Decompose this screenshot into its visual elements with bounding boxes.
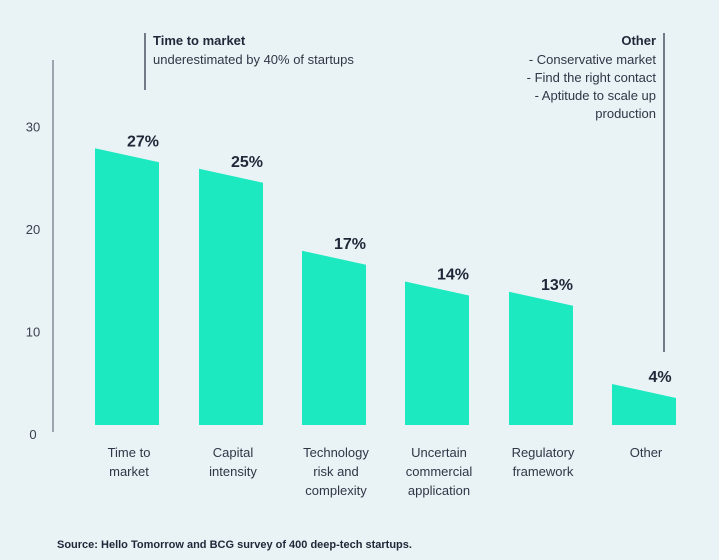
- annotation-text: - Conservative market: [529, 52, 657, 67]
- bar: [509, 291, 573, 425]
- x-tick-label: Uncertain: [411, 445, 467, 460]
- annotation-text: underestimated by 40% of startups: [153, 52, 354, 67]
- bar: [405, 281, 469, 425]
- bar: [612, 384, 676, 425]
- x-tick-label: risk and: [313, 464, 359, 479]
- annotation-title-time-to-market: Time to market: [153, 33, 246, 48]
- bar: [95, 148, 159, 425]
- y-tick-label: 30: [26, 120, 40, 135]
- data-label: 17%: [334, 236, 366, 253]
- x-tick-label: intensity: [209, 464, 257, 479]
- x-tick-label: Other: [630, 445, 663, 460]
- x-tick-label: market: [109, 464, 149, 479]
- y-tick-label: 20: [26, 222, 40, 237]
- data-label: 13%: [541, 277, 573, 294]
- y-tick-label: 0: [29, 427, 36, 442]
- data-label: 27%: [127, 133, 159, 150]
- annotation-title-other: Other: [621, 33, 656, 48]
- annotation-text: - Aptitude to scale up: [535, 88, 656, 103]
- x-tick-label: Capital: [213, 445, 254, 460]
- bar: [302, 250, 366, 425]
- x-tick-label: application: [408, 483, 470, 498]
- bar: [199, 168, 263, 425]
- data-label: 25%: [231, 154, 263, 171]
- annotation-text: - Find the right contact: [527, 70, 657, 85]
- data-label: 4%: [648, 369, 671, 386]
- x-tick-label: framework: [513, 464, 574, 479]
- x-tick-label: Technology: [303, 445, 369, 460]
- x-tick-label: commercial: [406, 464, 473, 479]
- annotation-text: production: [595, 106, 656, 121]
- x-tick-label: Regulatory: [512, 445, 575, 460]
- data-label: 14%: [437, 267, 469, 284]
- x-tick-label: Time to: [108, 445, 151, 460]
- source-note: Source: Hello Tomorrow and BCG survey of…: [57, 539, 412, 551]
- y-tick-label: 10: [26, 325, 40, 340]
- x-tick-label: complexity: [305, 483, 367, 498]
